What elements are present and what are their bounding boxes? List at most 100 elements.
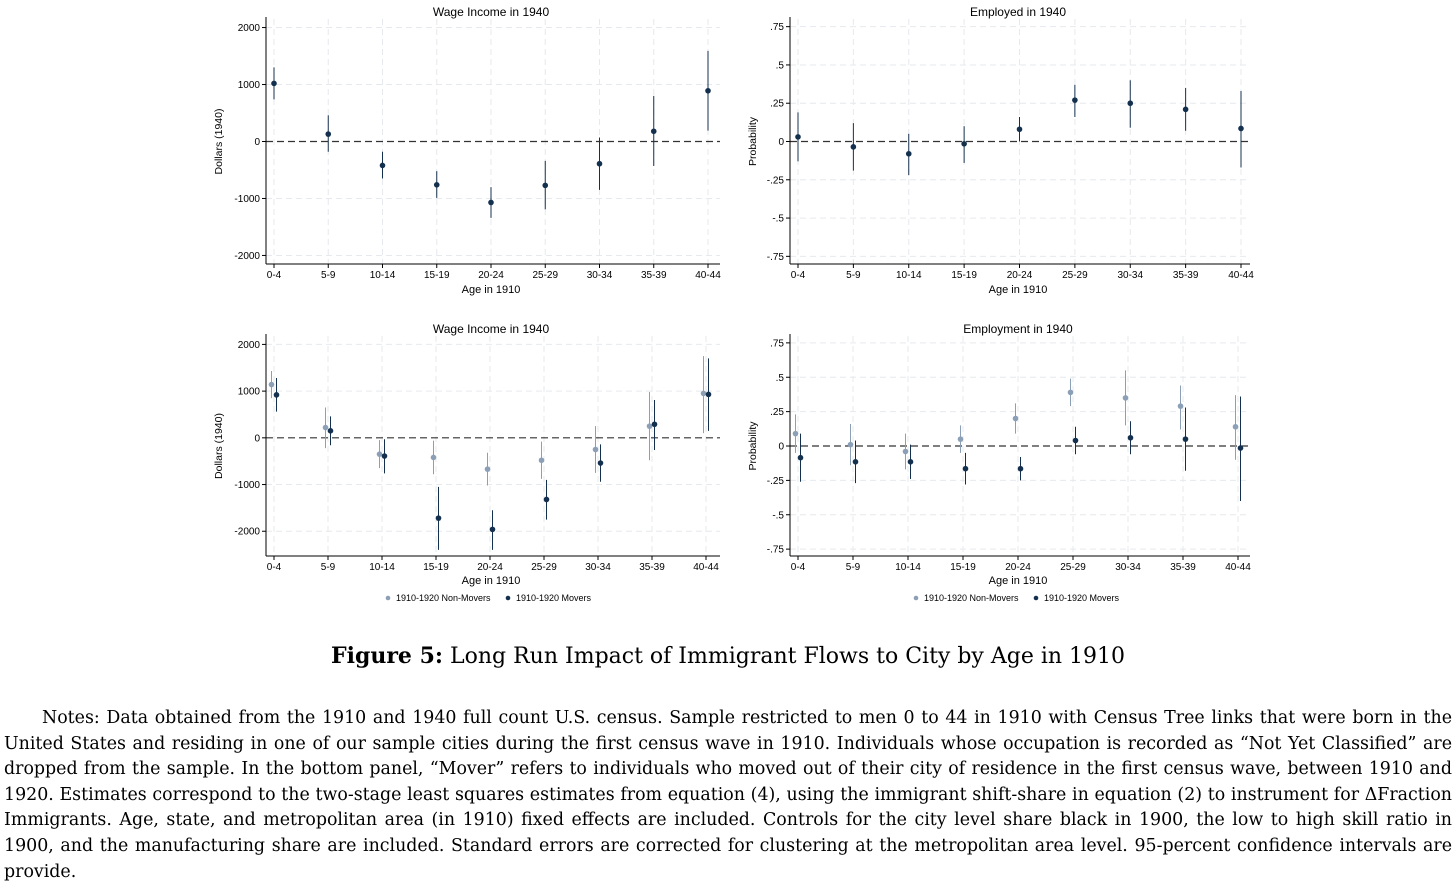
y-axis-label: Probability <box>747 421 759 471</box>
y-axis-label: Probability <box>747 116 759 166</box>
x-tick-label: 10-14 <box>896 270 922 281</box>
chart-legend: 1910-1920 Non-Movers 1910-1920 Movers <box>385 593 592 603</box>
x-tick-label: 40-44 <box>1228 270 1254 281</box>
movers-point-estimate <box>542 182 549 189</box>
movers-point-estimate <box>1182 436 1189 442</box>
non_movers-point-estimate <box>847 441 854 448</box>
movers-point-estimate <box>1072 97 1078 103</box>
chart-panel-2: .75 .5 .25 0 -.25 -.5 -.75 0-4 5-9 10-14 15-19 20-2… <box>747 5 1254 296</box>
chart-title: Employed in 1940 <box>970 5 1066 19</box>
x-tick-label: 10-14 <box>369 562 395 573</box>
movers-point-estimate <box>1072 437 1079 444</box>
movers-point-estimate <box>433 182 440 188</box>
movers-point-estimate <box>1238 125 1244 132</box>
non_movers-point-estimate <box>592 446 599 453</box>
non_movers-point-estimate <box>1012 415 1019 422</box>
non_movers-point-estimate <box>700 390 707 397</box>
x-axis-label: Age in 1910 <box>989 575 1048 587</box>
x-tick-label: 25-29 <box>1062 270 1088 281</box>
movers-point-estimate <box>905 150 912 157</box>
chart-title: Wage Income in 1940 <box>433 5 550 19</box>
movers-point-estimate <box>962 465 969 472</box>
legend-label-movers: 1910-1920 Movers <box>516 593 592 603</box>
y-tick-label: .25 <box>770 99 784 110</box>
x-tick-label: 40-44 <box>695 270 721 281</box>
movers-point-estimate <box>325 131 332 137</box>
x-axis-label: Age in 1910 <box>989 284 1048 296</box>
y-axis-label: Dollars (1940) <box>213 109 225 175</box>
x-tick-label: 40-44 <box>1225 562 1251 573</box>
x-tick-label: 0-4 <box>791 270 806 281</box>
non_movers-point-estimate <box>1232 423 1239 430</box>
x-tick-label: 30-34 <box>587 270 613 281</box>
x-tick-label: 15-19 <box>424 270 450 281</box>
y-tick-label: -2000 <box>234 527 260 538</box>
chart-title: Employment in 1940 <box>963 322 1073 336</box>
x-tick-label: 5-9 <box>321 562 336 573</box>
movers-point-estimate <box>379 162 386 169</box>
x-tick-label: 30-34 <box>1115 562 1141 573</box>
x-axis-label: Age in 1910 <box>462 284 521 296</box>
x-tick-label: 25-29 <box>531 562 557 573</box>
non_movers-point-estimate <box>376 451 383 457</box>
legend-label-non-movers: 1910-1920 Non-Movers <box>396 593 491 603</box>
x-tick-label: 5-9 <box>321 270 336 281</box>
y-tick-label: -.75 <box>767 545 785 556</box>
chart-panel-1: 2000 1000 0 -1000 -2000 0-4 5-9 10-14 15-19 20-24… <box>213 5 721 296</box>
x-tick-label: 35-39 <box>1170 562 1196 573</box>
x-tick-label: 20-24 <box>478 270 504 281</box>
movers-point-estimate <box>907 459 914 465</box>
movers-point-estimate <box>273 392 280 398</box>
x-tick-label: 25-29 <box>1060 562 1086 573</box>
x-tick-label: 40-44 <box>693 562 719 573</box>
movers-point-estimate <box>1016 126 1023 133</box>
x-tick-label: 15-19 <box>423 562 449 573</box>
x-tick-label: 5-9 <box>846 562 861 573</box>
y-tick-label: 0 <box>254 433 260 444</box>
y-tick-label: -.5 <box>772 214 784 225</box>
y-tick-label: -.25 <box>767 175 785 186</box>
y-tick-label: -2000 <box>234 251 260 262</box>
x-tick-label: 0-4 <box>267 270 282 281</box>
y-tick-label: .5 <box>776 60 785 71</box>
movers-point-estimate <box>1017 465 1024 472</box>
x-tick-label: 10-14 <box>370 270 396 281</box>
caption-text: Long Run Impact of Immigrant Flows to Ci… <box>450 644 1126 669</box>
y-tick-label: 2000 <box>238 340 261 351</box>
non_movers-point-estimate <box>1122 395 1129 401</box>
x-tick-label: 15-19 <box>950 562 976 573</box>
movers-point-estimate <box>597 460 604 466</box>
movers-point-estimate <box>650 128 657 135</box>
y-tick-label: -.5 <box>772 510 784 521</box>
non_movers-point-estimate <box>268 381 275 388</box>
y-tick-label: 1000 <box>238 387 261 398</box>
non_movers-point-estimate <box>1067 389 1074 396</box>
y-tick-label: -.25 <box>767 476 785 487</box>
chart-panel-3: 2000 1000 0 -1000 -2000 0-4 5-9 10-14 15-19 20-24… <box>213 322 720 603</box>
x-tick-label: 35-39 <box>639 562 665 573</box>
x-tick-label: 20-24 <box>1005 562 1031 573</box>
legend-marker-movers <box>1033 595 1039 601</box>
movers-point-estimate <box>1127 434 1134 441</box>
movers-point-estimate <box>1182 106 1189 113</box>
chart-legend: 1910-1920 Non-Movers 1910-1920 Movers <box>913 593 1120 603</box>
non_movers-point-estimate <box>322 424 329 431</box>
movers-point-estimate <box>961 140 967 147</box>
x-tick-label: 20-24 <box>477 562 503 573</box>
legend-marker-non-movers <box>913 595 919 601</box>
figure-notes: Notes: Data obtained from the 1910 and 1… <box>4 708 1452 882</box>
movers-point-estimate <box>795 134 801 140</box>
non_movers-point-estimate <box>902 448 909 455</box>
y-tick-label: -.75 <box>767 252 785 263</box>
x-tick-label: 25-29 <box>532 270 558 281</box>
y-tick-label: -1000 <box>234 194 260 205</box>
non_movers-point-estimate <box>1177 403 1184 409</box>
legend-label-movers: 1910-1920 Movers <box>1044 593 1120 603</box>
movers-point-estimate <box>327 428 334 434</box>
x-axis-label: Age in 1910 <box>462 575 521 587</box>
x-tick-label: 30-34 <box>1117 270 1143 281</box>
non_movers-point-estimate <box>957 436 964 442</box>
x-tick-label: 0-4 <box>791 562 806 573</box>
movers-point-estimate <box>381 453 388 459</box>
movers-point-estimate <box>797 454 804 461</box>
